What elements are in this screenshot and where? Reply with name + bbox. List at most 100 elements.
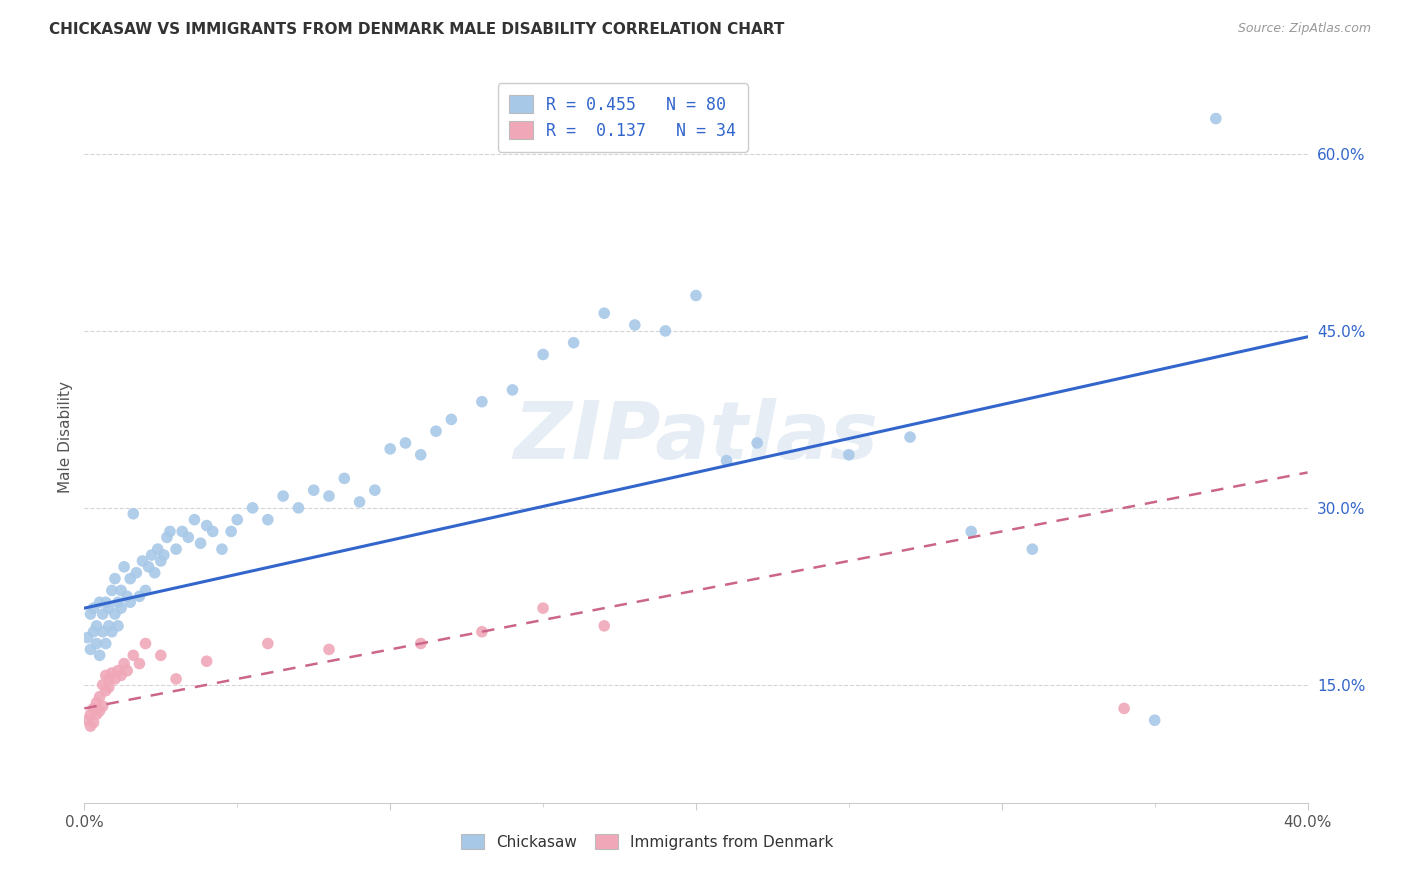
Point (107, 619, 129, 633)
Point (89, 648, 111, 663)
Point (135, 583, 157, 598)
Point (409, 636, 432, 650)
Point (471, 624, 494, 639)
Point (86, 696, 108, 710)
Point (110, 601, 132, 615)
Point (104, 672, 127, 686)
Point (89, 704, 111, 718)
Point (128, 657, 150, 671)
Point (502, 383, 524, 397)
Point (165, 672, 187, 686)
Point (257, 513, 280, 527)
Point (685, 288, 707, 302)
Point (91, 699, 114, 714)
Point (83, 624, 105, 639)
Text: CHICKASAW VS IMMIGRANTS FROM DENMARK MALE DISABILITY CORRELATION CHART: CHICKASAW VS IMMIGRANTS FROM DENMARK MAL… (49, 22, 785, 37)
Point (128, 590, 150, 604)
Point (302, 483, 325, 498)
Point (120, 572, 142, 586)
Point (86, 707, 108, 722)
Point (183, 513, 205, 527)
Point (107, 664, 129, 678)
Point (115, 664, 138, 678)
Point (593, 306, 616, 320)
Point (101, 583, 124, 598)
Point (654, 324, 676, 338)
Point (159, 524, 181, 539)
Point (101, 666, 124, 681)
Point (79, 707, 101, 722)
Point (318, 642, 340, 657)
Point (531, 347, 554, 361)
Point (333, 471, 356, 485)
Point (380, 442, 402, 456)
Point (165, 542, 187, 557)
Point (101, 624, 124, 639)
Point (1021, 542, 1043, 557)
Point (97, 619, 120, 633)
Y-axis label: Male Disability: Male Disability (58, 381, 73, 493)
Point (76, 631, 98, 645)
Point (1114, 701, 1136, 715)
Point (242, 500, 264, 515)
Point (190, 536, 212, 550)
Point (318, 489, 340, 503)
Point (271, 489, 294, 503)
Point (91, 678, 114, 692)
Point (838, 448, 860, 462)
Point (211, 542, 233, 557)
Point (79, 607, 101, 621)
Point (94, 595, 117, 609)
Point (471, 394, 494, 409)
Point (89, 595, 111, 609)
Point (97, 680, 120, 694)
Point (562, 335, 585, 350)
Point (201, 524, 224, 539)
Point (287, 500, 309, 515)
Point (97, 601, 120, 615)
Point (112, 559, 135, 574)
Point (86, 636, 108, 650)
Point (195, 654, 218, 668)
Point (1205, 112, 1227, 126)
Point (120, 595, 142, 609)
Point (149, 648, 172, 663)
Point (747, 436, 769, 450)
Text: Source: ZipAtlas.com: Source: ZipAtlas.com (1237, 22, 1371, 36)
Point (122, 507, 145, 521)
Point (593, 619, 616, 633)
Point (364, 483, 387, 498)
Point (104, 572, 127, 586)
Point (149, 554, 172, 568)
Point (156, 530, 179, 544)
Point (94, 636, 117, 650)
Point (94, 668, 117, 682)
Point (195, 518, 218, 533)
Point (898, 430, 921, 444)
Point (110, 668, 132, 682)
Point (131, 554, 153, 568)
Point (624, 318, 647, 332)
Point (83, 701, 105, 715)
Point (143, 566, 166, 580)
Point (531, 601, 554, 615)
Point (257, 636, 280, 650)
Point (89, 690, 111, 704)
Point (104, 607, 127, 621)
Point (425, 424, 447, 438)
Point (394, 436, 416, 450)
Text: ZIPatlas: ZIPatlas (513, 398, 879, 476)
Point (349, 495, 371, 509)
Point (135, 636, 157, 650)
Point (97, 672, 120, 686)
Point (83, 601, 105, 615)
Legend: Chickasaw, Immigrants from Denmark: Chickasaw, Immigrants from Denmark (453, 826, 841, 857)
Point (76, 713, 98, 727)
Point (153, 548, 176, 562)
Point (91, 607, 114, 621)
Point (172, 524, 194, 539)
Point (141, 548, 163, 562)
Point (138, 559, 160, 574)
Point (86, 619, 108, 633)
Point (94, 683, 117, 698)
